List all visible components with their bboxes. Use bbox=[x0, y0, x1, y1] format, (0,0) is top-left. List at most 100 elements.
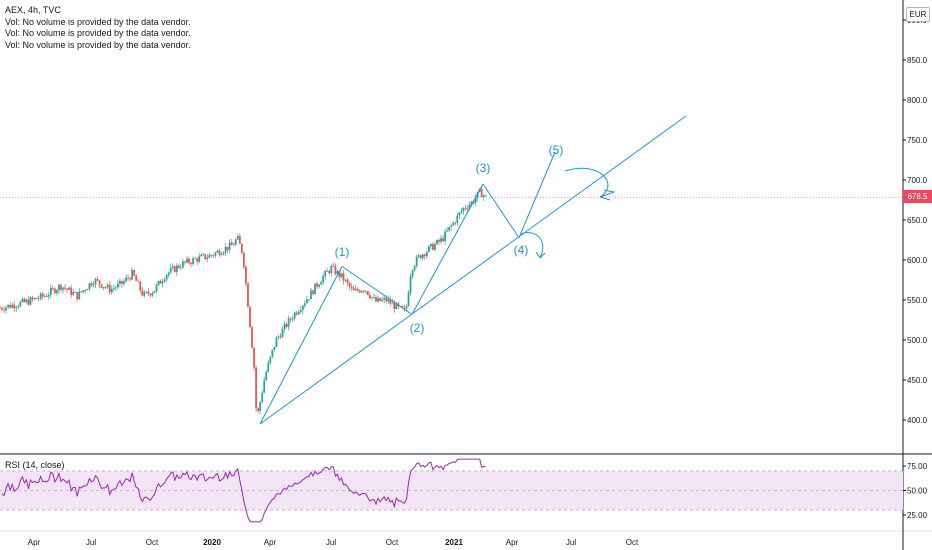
candle-body bbox=[476, 191, 479, 199]
candle-body bbox=[175, 265, 178, 272]
candle-body bbox=[389, 299, 392, 304]
candle-body bbox=[253, 347, 255, 368]
candle-body bbox=[417, 255, 420, 257]
candle-body bbox=[240, 243, 243, 253]
candle-body bbox=[448, 226, 451, 231]
candle-body bbox=[188, 258, 190, 263]
currency-badge[interactable]: EUR bbox=[906, 7, 930, 22]
candle-body bbox=[379, 297, 381, 302]
candle-body bbox=[383, 298, 386, 300]
candle-body bbox=[421, 254, 424, 259]
price-tick-label: 800.0 bbox=[907, 96, 928, 105]
candle-body bbox=[155, 284, 158, 292]
time-tick-label: Oct bbox=[146, 538, 159, 547]
arrow-head-5 bbox=[599, 189, 616, 201]
candle-body bbox=[474, 198, 477, 204]
arrow-head-4 bbox=[535, 251, 546, 259]
candle-body bbox=[348, 282, 351, 287]
candle-body bbox=[169, 268, 172, 273]
candle-body bbox=[427, 246, 430, 252]
candle-body bbox=[267, 362, 270, 372]
candle-body bbox=[456, 215, 459, 224]
wave-3-line bbox=[411, 183, 484, 315]
candle-body bbox=[360, 290, 363, 293]
candle-body bbox=[482, 195, 485, 198]
candle-body bbox=[106, 284, 109, 288]
candle-body bbox=[56, 290, 58, 294]
candle-body bbox=[147, 291, 150, 294]
wave-labels: (1) (2) (3) (4) (5) bbox=[335, 143, 564, 335]
candle-body bbox=[23, 298, 26, 302]
rsi-band bbox=[0, 470, 903, 511]
rsi-line bbox=[1, 458, 486, 523]
candle-body bbox=[432, 243, 434, 250]
candle-body bbox=[446, 230, 449, 232]
candle-body bbox=[133, 270, 136, 276]
candle-body bbox=[391, 302, 394, 304]
candle-body bbox=[415, 256, 418, 267]
candle-body bbox=[436, 239, 438, 245]
price-tick-label: 850.0 bbox=[907, 56, 928, 65]
candle-body bbox=[7, 304, 10, 308]
candle-body bbox=[387, 299, 390, 302]
time-axis[interactable]: Apr Jul Oct 2020 Apr Jul Oct 2021 Apr Jul Oct bbox=[28, 538, 639, 547]
candle-body bbox=[49, 288, 52, 295]
candle-body bbox=[236, 236, 239, 240]
candle-body bbox=[450, 225, 453, 227]
candle-body bbox=[330, 266, 333, 274]
time-tick-label: Jul bbox=[86, 538, 96, 547]
wave-label: (2) bbox=[410, 321, 425, 335]
candle-body bbox=[43, 296, 46, 297]
candle-body bbox=[322, 276, 325, 283]
candle-body bbox=[47, 294, 50, 297]
candle-body bbox=[214, 252, 217, 256]
candle-body bbox=[151, 292, 154, 296]
candle-body bbox=[39, 293, 42, 299]
candle-body bbox=[51, 288, 54, 289]
candle-body bbox=[179, 267, 182, 269]
candle-body bbox=[385, 298, 388, 302]
elliott-wave-drawing[interactable] bbox=[259, 115, 687, 425]
candle-body bbox=[369, 294, 371, 299]
candle-body bbox=[108, 284, 111, 293]
candle-body bbox=[362, 290, 365, 292]
candle-body bbox=[373, 297, 375, 298]
candle-body bbox=[0, 308, 1, 309]
candle-body bbox=[171, 266, 174, 269]
candle-body bbox=[468, 204, 471, 209]
candle-body bbox=[301, 305, 304, 311]
candle-body bbox=[334, 266, 337, 275]
legend-volume-line: Vol: No volume is provided by the data v… bbox=[5, 16, 191, 27]
price-axis[interactable]: 400.0 450.0 500.0 550.0 600.0 650.0 700.0 750.0… bbox=[903, 16, 928, 425]
legend: AEX, 4h, TVC Vol: No volume is provided … bbox=[5, 5, 191, 51]
candle-body bbox=[198, 256, 201, 262]
candle-body bbox=[425, 251, 428, 257]
candle-body bbox=[177, 265, 180, 268]
price-tick-label: 450.0 bbox=[907, 376, 928, 385]
candle-body bbox=[58, 284, 60, 291]
candle-body bbox=[27, 299, 30, 305]
candle-body bbox=[37, 298, 40, 300]
candle-body bbox=[94, 279, 97, 285]
candle-body bbox=[98, 280, 101, 285]
candle-body bbox=[371, 297, 373, 299]
rsi-axis[interactable]: 25.00 50.00 75.00 bbox=[903, 462, 928, 520]
candle-body bbox=[212, 255, 215, 257]
candle-body bbox=[3, 309, 5, 311]
candle-body bbox=[220, 254, 223, 256]
time-tick-label: Oct bbox=[386, 538, 399, 547]
candle-body bbox=[9, 304, 12, 308]
candle-body bbox=[31, 297, 34, 300]
candle-body bbox=[314, 283, 316, 295]
candle-body bbox=[131, 270, 134, 280]
candle-body bbox=[460, 211, 463, 213]
candle-body bbox=[112, 288, 115, 289]
candle-body bbox=[5, 307, 7, 311]
candle-body bbox=[480, 188, 483, 198]
candle-body bbox=[161, 281, 164, 284]
curved-arrow-5 bbox=[564, 167, 609, 198]
rsi-legend: RSI (14, close) bbox=[5, 460, 65, 470]
candle-body bbox=[141, 290, 144, 296]
price-tick-label: 400.0 bbox=[907, 416, 928, 425]
